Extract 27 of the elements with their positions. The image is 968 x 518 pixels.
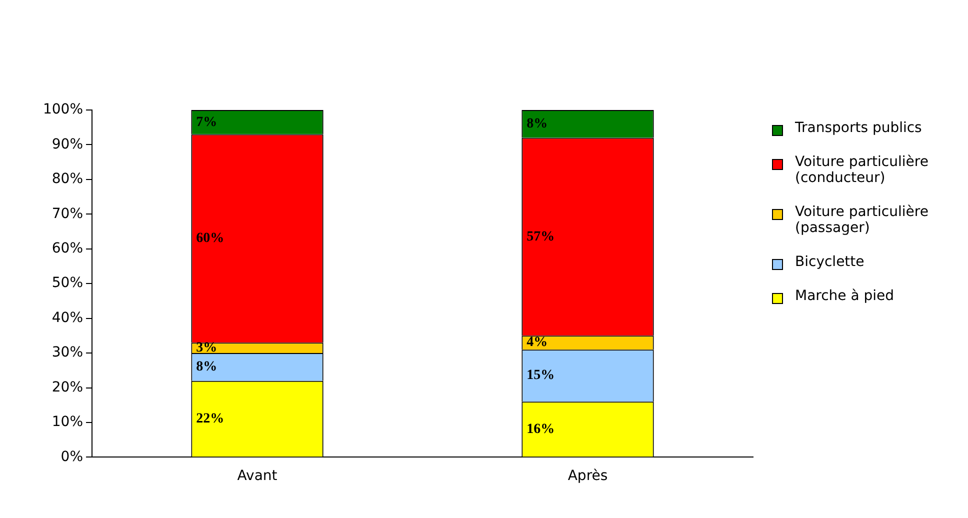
y-tick-label: 30% [52, 344, 84, 361]
y-tick-label: 10% [52, 414, 84, 430]
y-tick-label: 40% [52, 310, 84, 326]
x-tick-label: Avant [237, 468, 278, 484]
legend-label: Voiture particulière (conducteur) [795, 154, 930, 186]
data-label: 7% [196, 114, 218, 130]
y-tick-label: 0% [60, 448, 84, 465]
x-tick-label: Après [568, 468, 608, 484]
data-label: 15% [526, 368, 555, 384]
data-label: 57% [526, 229, 555, 244]
data-label: 8% [196, 360, 218, 375]
legend-label: Marche à pied [795, 288, 894, 304]
legend-label: Transports publics [795, 120, 922, 136]
data-label: 22% [196, 411, 224, 426]
y-tick-label: 70% [52, 206, 84, 222]
y-tick-label: 100% [42, 102, 84, 118]
y-tick-label: 50% [52, 275, 84, 292]
y-tick-label: 20% [52, 379, 84, 396]
data-label: 16% [526, 422, 555, 437]
y-tick-label: 90% [52, 136, 84, 152]
legend-label: Voiture particulière (passager) [795, 204, 930, 236]
legend-label: Bicyclette [795, 254, 864, 270]
data-label: 4% [526, 335, 548, 350]
data-label: 8% [526, 116, 548, 132]
y-tick-label: 60% [52, 240, 84, 257]
data-label: 60% [196, 231, 224, 246]
y-tick-label: 80% [52, 171, 84, 188]
